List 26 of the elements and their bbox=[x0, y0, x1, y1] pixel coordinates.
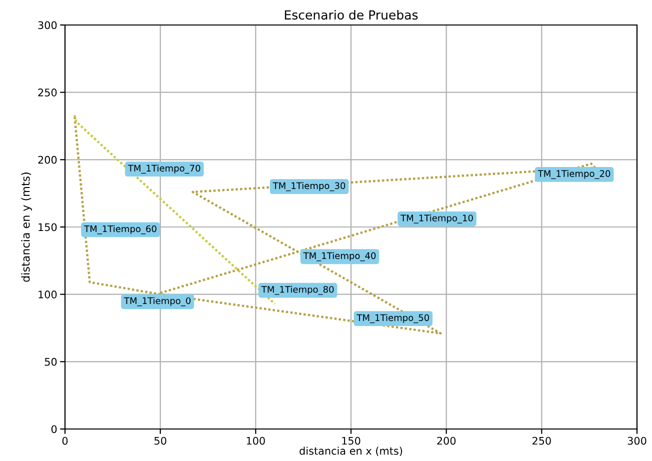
x-tick-label: 300 bbox=[628, 436, 646, 445]
annotation: TM_1Tiempo_70 bbox=[128, 164, 200, 174]
x-tick-label: 0 bbox=[62, 436, 68, 445]
x-axis-title: distancia en x (mts) bbox=[300, 446, 402, 456]
x-tick-label: 200 bbox=[437, 436, 456, 445]
annotation: TM_1Tiempo_80 bbox=[261, 286, 334, 295]
y-tick-label: 150 bbox=[38, 223, 57, 232]
annotation: TM_1Tiempo_20 bbox=[538, 170, 610, 179]
annotation: TM_1Tiempo_30 bbox=[272, 182, 346, 192]
annotation: TM_1Tiempo_10 bbox=[400, 214, 473, 224]
x-tick-label: 150 bbox=[342, 436, 360, 445]
y-tick-label: 250 bbox=[38, 88, 57, 96]
y-tick-label: 100 bbox=[38, 290, 57, 298]
y-tick-label: 300 bbox=[38, 21, 57, 30]
x-tick-label: 250 bbox=[532, 436, 551, 445]
annotation: TM_1Tiempo_50 bbox=[356, 314, 430, 324]
y-tick-label: 0 bbox=[51, 425, 57, 434]
y-tick-label: 50 bbox=[44, 358, 57, 366]
annotation: TM_1Tiempo_60 bbox=[84, 225, 156, 234]
y-tick-label: 200 bbox=[38, 156, 57, 164]
x-tick-label: 50 bbox=[154, 436, 166, 445]
y-axis-title: distancia en y (mts) bbox=[21, 172, 32, 282]
chart-title: Escenario de Pruebas bbox=[284, 10, 418, 20]
x-tick-label: 100 bbox=[246, 436, 265, 445]
annotation: TM_1Tiempo_40 bbox=[303, 252, 376, 262]
annotation: TM_1Tiempo_0 bbox=[124, 297, 191, 306]
